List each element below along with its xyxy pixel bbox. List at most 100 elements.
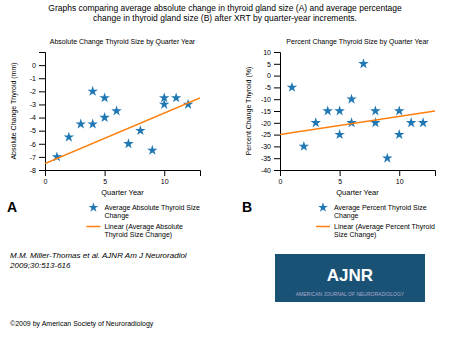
tick-label: -1 [30,75,36,82]
tick-label: 10 [263,49,271,56]
legend-swatch [316,226,330,228]
axis-line [281,171,436,177]
axis-line [274,53,281,171]
x-tick: 0 [44,170,48,185]
text-line: Average Absolute Thyroid Size [104,204,200,212]
text-line: Change [334,212,359,220]
point [394,105,404,115]
point [299,141,309,151]
legend-swatch [318,202,328,211]
point [64,132,74,142]
x-tick: 10 [161,170,169,185]
tick-mark [274,87,280,88]
text-line: change in thyroid gland size (B) after X… [93,13,357,23]
y-tick: -7 [30,154,45,161]
trend-line [280,111,435,135]
panel-label: A [7,199,17,215]
tick-label: -25 [261,131,271,138]
y-tick: -1 [30,75,45,82]
figure-title: Graphs comparing average absolute change… [48,3,402,23]
tick-mark [39,91,45,92]
figure: Graphs comparing average absolute change… [0,0,450,338]
legend: Average Absolute Thyroid SizeChange Linea… [86,202,200,239]
tick-label: -5 [265,84,271,91]
legend-item: Average Absolute Thyroid SizeChange [89,202,200,220]
tick-label: 5 [103,178,107,185]
y-tick: -6 [30,141,45,148]
point [159,92,169,102]
y-tick: -30 [261,143,280,150]
y-tick: -15 [261,108,280,115]
tick-mark [39,144,45,145]
y-tick: -5 [30,127,45,134]
tick-label: -8 [30,167,36,174]
y-tick: -4 [30,114,45,121]
x-tick: 10 [396,170,404,185]
x-label: Quarter Year [101,188,144,197]
tick-label: -6 [30,141,36,148]
text-line: 2009;30:513-616 [9,261,71,270]
x-axis: 0 5 10 [44,170,201,185]
point [123,138,133,148]
trend-line [45,98,200,164]
panel: 0 5 10 -8 -7 -6 -5 -4 -3 -2 -1 0 Absolute Change Thy… [7,38,201,239]
text-line: M.M. Miller-Thomas et al. AJNR Am J Neur… [10,251,187,260]
panel-title: Percent Change Thyroid Size by Quarter Y… [286,38,429,46]
point [334,129,344,139]
point [394,129,404,139]
point [111,105,121,115]
legend-swatch [89,202,99,211]
point [382,153,392,163]
legend-label: Average Absolute Thyroid SizeChange [104,204,200,220]
tick-label: -15 [261,108,271,115]
y-tick: -3 [30,101,45,108]
panel-label: B [242,199,252,215]
y-tick: -40 [261,167,280,174]
legend-item: Linear (Average Percent ThyroidSize Chan… [316,223,435,239]
tick-label: -2 [30,88,36,95]
legend-label: Linear (Average AbsoluteThyroid Size Cha… [104,223,183,239]
tick-label: 5 [267,61,271,68]
point [370,105,380,115]
tick-mark [164,170,165,176]
tick-label: -7 [30,154,36,161]
logo-text: AJNR [327,266,373,285]
tick-mark [39,78,45,79]
tick-label: 10 [396,178,404,185]
y-tick: -10 [261,96,280,103]
panel: 0510-40-35-30-25-20-15-10-50510Percent C… [242,38,436,239]
point [346,94,356,104]
tick-mark [274,135,280,136]
tick-label: 0 [267,72,271,79]
panel-title: Absolute Change Thyroid Size by Quarter … [50,38,196,46]
tick-mark [274,146,280,147]
y-tick: -35 [261,155,280,162]
y-label: Percent Change Thyroid (%) [245,67,253,156]
tick-mark [274,170,280,171]
tick-mark [399,170,400,176]
point [311,117,321,127]
text-line: Graphs comparing average absolute change… [48,3,402,13]
text-line: Size Change) [334,231,376,239]
tick-label: -5 [30,127,36,134]
x-label: Quarter Year [336,188,379,197]
tick-label: 5 [338,178,342,185]
x-tick: 5 [103,170,107,185]
y-tick: -25 [261,131,280,138]
tick-mark [39,131,45,132]
text-line: Linear (Average Absolute [104,223,183,231]
point [99,112,109,122]
point [418,117,428,127]
copyright: ©2009 by American Society of Neuroradiol… [10,320,154,328]
axis-line [39,53,46,171]
legend-item: Linear (Average AbsoluteThyroid Size Cha… [86,223,183,239]
point [287,82,297,92]
y-axis: -8-7-6-5-4-3-2-10 [30,53,46,174]
legend-label: Average Percent Thyroid SizeChange [334,204,427,220]
y-tick: -8 [30,167,45,174]
point [171,92,181,102]
point [334,105,344,115]
point [135,125,145,135]
tick-mark [39,118,45,119]
y-tick: 0 [267,72,280,79]
